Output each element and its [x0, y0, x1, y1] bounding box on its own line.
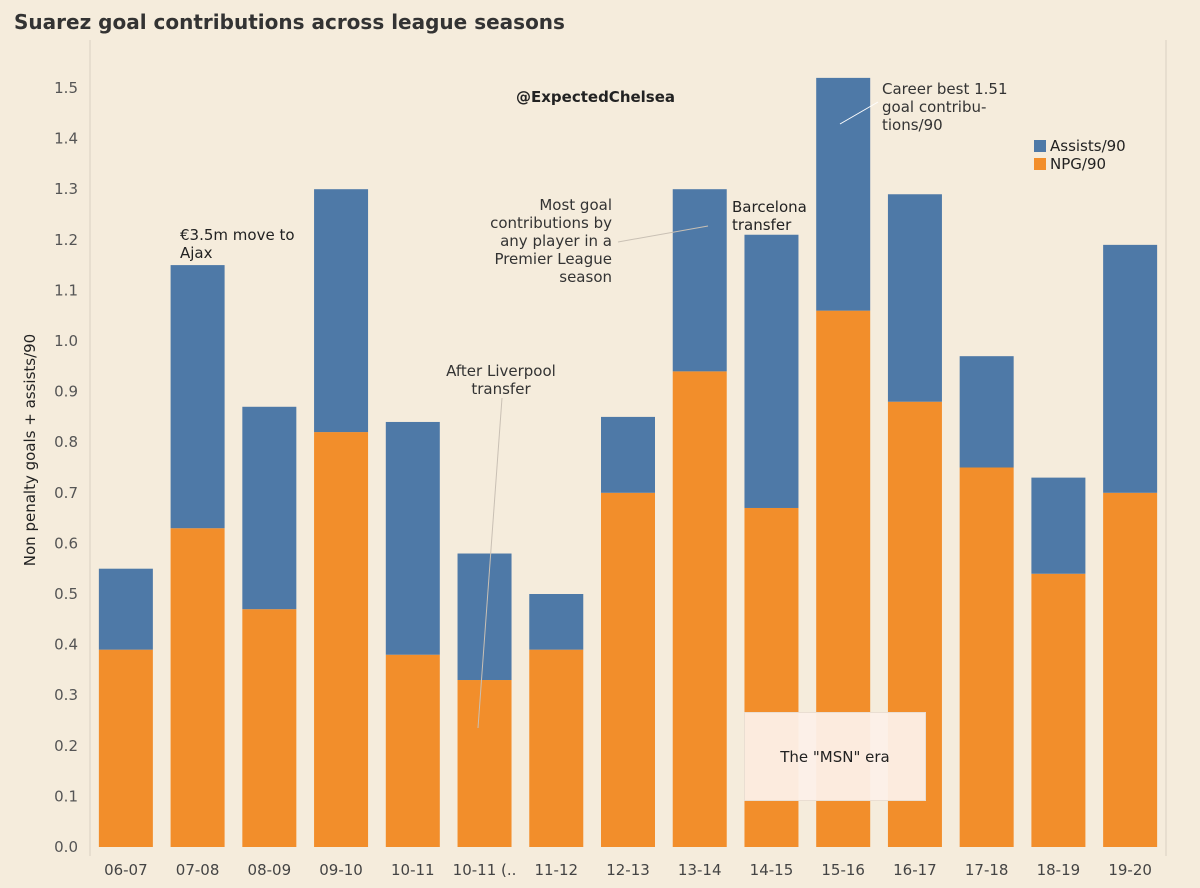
annotation-leaders: [477, 101, 879, 729]
y-axis-label: Non penalty goals + assists/90: [21, 334, 39, 566]
y-tick-label: 0.8: [54, 433, 78, 451]
career-best-annotation: Career best 1.51 goal contribu- tions/90: [882, 80, 1008, 134]
x-tick-label: 06-07: [104, 861, 148, 879]
bar-assists: [744, 234, 799, 508]
career-best-leader-line: [839, 101, 879, 125]
x-tick-label: 16-17: [893, 861, 937, 879]
msn-era-label: The "MSN" era: [780, 747, 890, 766]
bar-assists: [959, 356, 1014, 468]
x-tick-label: 08-09: [248, 861, 292, 879]
y-tick-label: 0.3: [54, 686, 78, 704]
y-tick-label: 0.2: [54, 737, 78, 755]
bar-npg: [170, 528, 225, 847]
bar-assists: [98, 568, 153, 650]
x-tick-label: 19-20: [1108, 861, 1152, 879]
y-tick-label: 0.1: [54, 787, 78, 805]
legend-item-assists: Assists/90: [1034, 137, 1126, 155]
bar-npg: [98, 649, 153, 847]
most-goals-line-2: contributions by: [490, 214, 612, 232]
liverpool-annotation: After Liverpool transfer: [430, 362, 572, 398]
y-tick-label: 0.5: [54, 585, 78, 603]
y-tick-label: 0.4: [54, 636, 78, 654]
y-tick-label: 1.5: [54, 79, 78, 97]
bar-assists: [170, 265, 225, 529]
ajax-line-1: €3.5m move to: [180, 226, 295, 244]
x-tick-label: 14-15: [750, 861, 794, 879]
most-goals-leader-line: [617, 225, 709, 243]
bar-assists: [816, 77, 871, 311]
bar-npg: [672, 371, 727, 847]
ajax-line-2: Ajax: [180, 244, 213, 262]
y-tick-label: 0.0: [54, 838, 78, 856]
career-best-line-1: Career best 1.51: [882, 80, 1008, 98]
bar-npg: [1031, 573, 1086, 847]
msn-era-box: The "MSN" era: [744, 712, 926, 801]
y-tick-label: 0.7: [54, 484, 78, 502]
bar-assists: [887, 194, 942, 402]
x-tick-label: 10-11 (..: [453, 861, 517, 879]
barcelona-line-1: Barcelona: [732, 198, 807, 216]
bar-npg: [959, 467, 1014, 847]
bar-assists: [314, 189, 369, 433]
y-tick-label: 1.1: [54, 281, 78, 299]
y-tick-label: 0.9: [54, 383, 78, 401]
ajax-annotation: €3.5m move to Ajax: [180, 226, 295, 262]
most-goals-line-1: Most goal: [539, 196, 612, 214]
handle-annotation: @ExpectedChelsea: [516, 88, 676, 106]
bar-assists: [601, 416, 655, 493]
bar-npg: [457, 680, 512, 847]
most-goals-annotation: Most goal contributions by any player in…: [456, 196, 612, 286]
bar-npg: [314, 432, 369, 847]
x-tick-label: 13-14: [678, 861, 722, 879]
bar-assists: [457, 553, 512, 681]
y-tick-label: 0.6: [54, 534, 78, 552]
bar-assists: [672, 189, 727, 372]
bars-group: [98, 77, 1158, 847]
bar-assists: [385, 421, 440, 655]
legend-item-npg: NPG/90: [1034, 155, 1106, 173]
most-goals-line-4: Premier League: [494, 250, 612, 268]
bar-npg: [385, 654, 440, 847]
y-tick-label: 1.0: [54, 332, 78, 350]
barcelona-annotation: Barcelona transfer: [732, 198, 807, 234]
bar-assists: [1103, 244, 1158, 493]
bar-npg: [242, 609, 297, 847]
assists-swatch: [1034, 140, 1046, 152]
most-goals-line-5: season: [559, 268, 612, 286]
legend-label-npg: NPG/90: [1050, 155, 1107, 173]
bar-assists: [529, 594, 584, 650]
career-best-line-2: goal contribu-: [882, 98, 987, 116]
legend-label-assists: Assists/90: [1050, 137, 1126, 155]
y-tick-label: 1.3: [54, 180, 78, 198]
liverpool-line-2: transfer: [471, 380, 531, 398]
x-tick-label: 15-16: [821, 861, 865, 879]
bar-npg: [601, 492, 655, 847]
x-tick-label: 09-10: [319, 861, 363, 879]
y-tick-label: 1.2: [54, 231, 78, 249]
npg-swatch: [1034, 158, 1046, 170]
bar-npg: [1103, 492, 1158, 847]
career-best-line-3: tions/90: [882, 116, 943, 134]
barcelona-line-2: transfer: [732, 216, 792, 234]
bar-npg: [529, 649, 584, 847]
x-tick-label: 10-11: [391, 861, 435, 879]
chart-title: Suarez goal contributions across league …: [14, 10, 565, 34]
liverpool-leader-line: [477, 397, 503, 729]
y-tick-label: 1.4: [54, 130, 78, 148]
x-tick-label: 11-12: [534, 861, 578, 879]
most-goals-line-3: any player in a: [500, 232, 612, 250]
axes-group: 0.0 0.1 0.2 0.3 0.4 0.5 0.6 0.7 0.8 0.9 1.0 1.1 1.2 1…: [54, 79, 1152, 879]
x-tick-label: 07-08: [176, 861, 220, 879]
bar-assists: [242, 406, 297, 610]
x-tick-label: 12-13: [606, 861, 650, 879]
x-tick-label: 18-19: [1037, 861, 1081, 879]
x-tick-label: 17-18: [965, 861, 1009, 879]
bar-assists: [1031, 477, 1086, 574]
liverpool-line-1: After Liverpool: [446, 362, 556, 380]
